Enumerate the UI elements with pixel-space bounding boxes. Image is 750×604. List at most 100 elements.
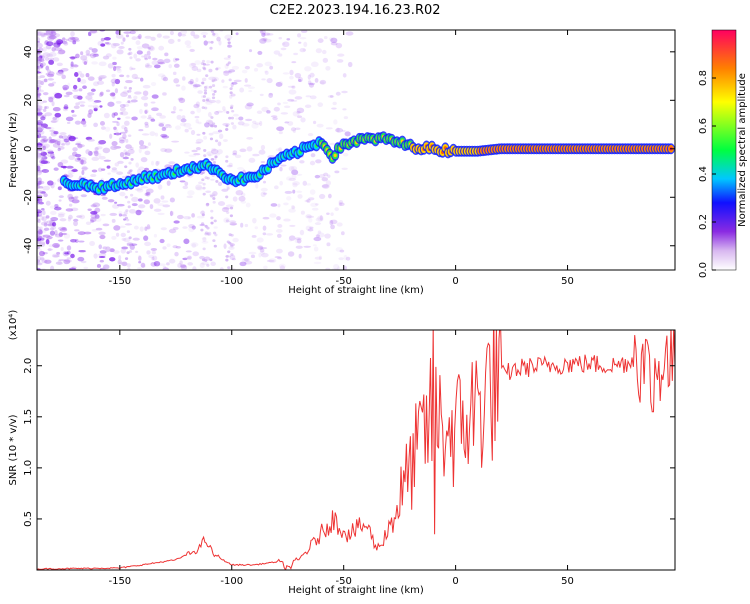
heatmap-cell	[307, 133, 314, 137]
heatmap-cell	[157, 212, 165, 216]
heatmap-cell	[77, 256, 85, 262]
heatmap-cell	[248, 90, 253, 93]
heatmap-cell	[206, 232, 210, 236]
heatmap-cell	[223, 70, 230, 76]
heatmap-cell	[203, 40, 208, 46]
heatmap-cell	[96, 264, 102, 268]
heatmap-cell	[169, 211, 175, 216]
heatmap-cell	[272, 116, 278, 121]
heatmap-cell	[228, 78, 232, 82]
heatmap-cell	[37, 163, 44, 167]
heatmap-cell	[299, 37, 307, 40]
heatmap-cell	[63, 104, 69, 110]
heatmap-cell	[59, 132, 67, 136]
heatmap-cell	[57, 212, 66, 216]
heatmap-cell	[127, 200, 131, 204]
heatmap-cell	[49, 205, 56, 209]
heatmap-cell	[212, 153, 221, 156]
heatmap-cell	[161, 200, 169, 203]
heatmap-cell	[37, 255, 42, 261]
heatmap-cell	[213, 244, 217, 248]
heatmap-cell	[278, 81, 284, 86]
heatmap-cell	[206, 263, 210, 267]
heatmap-cell	[156, 160, 161, 165]
heatmap-cell	[124, 165, 128, 169]
heatmap-cell	[212, 239, 216, 243]
heatmap-cell	[205, 74, 209, 78]
heatmap-cell	[215, 67, 219, 71]
heatmap-cell	[336, 127, 340, 133]
heatmap-cell	[294, 237, 302, 241]
colorbar-tick-label: 0.4	[698, 166, 709, 182]
heatmap-cell	[141, 43, 150, 49]
heatmap-cell	[144, 167, 150, 171]
heatmap-cell	[46, 149, 54, 153]
heatmap-cell	[125, 34, 130, 38]
heatmap-cell	[42, 251, 48, 255]
heatmap-cell	[123, 31, 132, 34]
heatmap-cell	[202, 99, 206, 102]
heatmap-cell	[276, 248, 283, 254]
heatmap-cell	[111, 167, 118, 171]
heatmap-cell	[212, 231, 217, 235]
heatmap-cell	[101, 267, 107, 270]
heatmap-cell	[201, 178, 205, 182]
heatmap-cell	[179, 180, 186, 183]
heatmap-cell	[100, 43, 106, 47]
heatmap-cell	[87, 208, 92, 211]
heatmap-cell	[79, 160, 87, 165]
heatmap-cell	[232, 196, 238, 202]
heatmap-cell	[37, 238, 42, 242]
heatmap-cell	[71, 199, 80, 204]
heatmap-cell	[100, 37, 105, 42]
heatmap-cell	[45, 65, 50, 71]
heatmap-cell	[119, 103, 126, 108]
heatmap-cell	[166, 262, 170, 266]
heatmap-cell	[227, 41, 231, 45]
heatmap-cell	[207, 120, 213, 125]
heatmap-cell	[207, 111, 212, 118]
heatmap-cell	[190, 130, 196, 136]
heatmap-cell	[83, 266, 89, 270]
heatmap-cell	[210, 261, 216, 267]
heatmap-cell	[80, 51, 84, 56]
heatmap-cell	[211, 30, 215, 34]
heatmap-cell	[239, 148, 247, 153]
heatmap-cell	[37, 241, 41, 245]
heatmap-cell	[74, 238, 79, 243]
heatmap-cell	[333, 119, 338, 125]
heatmap-cell	[335, 247, 343, 252]
heatmap-cell	[46, 41, 54, 47]
heatmap-cell	[103, 159, 112, 162]
heatmap-cell	[47, 248, 53, 251]
heatmap-cell	[300, 117, 306, 123]
heatmap-cell	[187, 262, 194, 266]
heatmap-cell	[60, 159, 69, 164]
heatmap-cell	[189, 78, 194, 85]
heatmap-cell	[40, 160, 48, 165]
heatmap-cell	[211, 79, 215, 83]
heatmap-cell	[63, 106, 69, 110]
heatmap-cell	[145, 192, 151, 196]
spectrogram-panel: -150 -100 -50 0 50 -40 -20 0 20 40 Height of str…	[8, 29, 676, 296]
heatmap-cell	[104, 42, 110, 45]
heatmap-cell	[37, 120, 43, 126]
heatmap-cell	[40, 135, 47, 139]
heatmap-cell	[175, 58, 180, 61]
heatmap-cell	[169, 210, 173, 217]
bottom-x-tick-label: -150	[108, 576, 131, 587]
heatmap-cell	[78, 249, 86, 253]
heatmap-cell	[194, 60, 201, 65]
heatmap-cell	[141, 55, 145, 58]
heatmap-cell	[172, 71, 177, 76]
heatmap-cell	[37, 92, 42, 97]
heatmap-cell	[140, 77, 144, 82]
heatmap-cell	[231, 81, 238, 85]
heatmap-cell	[45, 200, 51, 206]
heatmap-cell	[144, 150, 151, 156]
heatmap-cell	[218, 133, 224, 140]
heatmap-cell	[97, 142, 103, 145]
heatmap-cell	[89, 52, 97, 59]
heatmap-cell	[266, 233, 274, 236]
heatmap-cell	[61, 143, 66, 146]
